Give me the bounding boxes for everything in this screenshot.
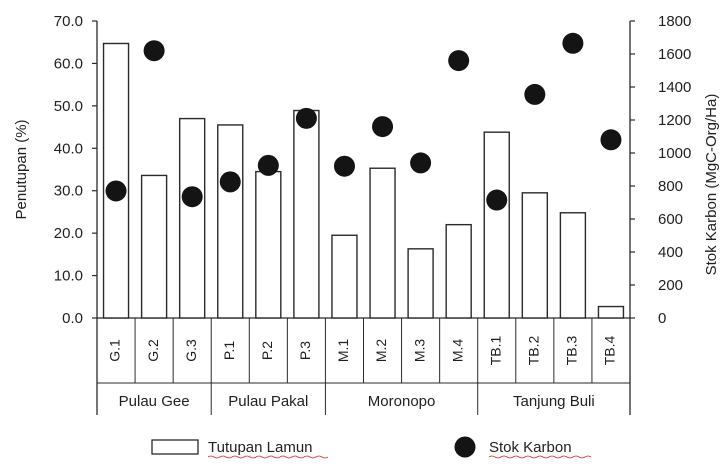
left-tick-label: 20.0: [54, 225, 83, 242]
category-label: M.3: [411, 339, 427, 363]
point-m-1: [333, 155, 355, 177]
point-tb-4: [600, 129, 622, 151]
category-label: G.3: [183, 339, 199, 362]
category-label: TB.4: [602, 336, 618, 366]
axes-layer: [92, 20, 635, 415]
right-tick-label: 0: [658, 310, 666, 327]
bar-p-2: [255, 170, 282, 319]
point-g-3: [181, 186, 203, 208]
legend-spellcheck-underline: [207, 455, 329, 459]
right-axis-title: Stok Karbon (MgC-Org/Ha): [703, 94, 720, 276]
right-tick-label: 800: [658, 178, 683, 195]
bar-g-2: [140, 174, 168, 319]
category-label: P.1: [221, 341, 237, 360]
bar-p-3: [293, 109, 320, 319]
category-label: P.2: [259, 341, 275, 360]
points-layer: [105, 32, 622, 211]
legend-spellcheck-underline: [488, 455, 592, 459]
category-label: P.3: [297, 341, 313, 360]
bar-tb-3: [559, 212, 587, 319]
category-label: G.2: [145, 339, 161, 362]
right-tick-label: 400: [658, 244, 683, 261]
category-label: TB.3: [564, 336, 580, 366]
right-tick-label: 600: [658, 211, 683, 228]
bar-tb-1: [483, 131, 510, 319]
bar-m-4: [445, 223, 472, 319]
point-p-3: [295, 107, 317, 129]
point-g-2: [143, 40, 165, 62]
left-tick-label: 50.0: [54, 98, 83, 115]
labels-layer: 70.0 60.0 50.0 40.0 30.0 20.0 10.0 0.0 1800 1600 1…: [13, 13, 720, 410]
category-label: M.4: [449, 339, 465, 363]
left-axis-title: Penutupan (%): [13, 119, 30, 219]
group-label: Pulau Gee: [119, 393, 190, 410]
category-label: TB.1: [487, 336, 503, 366]
category-label: M.2: [373, 339, 389, 363]
category-label: M.1: [335, 339, 351, 363]
group-label: Pulau Pakal: [228, 393, 308, 410]
point-tb-3: [562, 32, 584, 54]
left-tick-label: 10.0: [54, 268, 83, 285]
left-tick-label: 30.0: [54, 183, 83, 200]
bar-p-1: [217, 124, 244, 319]
right-tick-label: 1400: [658, 79, 691, 96]
bar-tb-2: [521, 192, 549, 319]
legend-bar-swatch: [151, 439, 199, 455]
category-label: G.1: [107, 339, 123, 362]
category-label: TB.2: [526, 336, 542, 366]
point-m-4: [448, 50, 470, 72]
right-tick-label: 1000: [658, 145, 691, 162]
right-tick-label: 200: [658, 277, 683, 294]
bar-m-1: [331, 234, 358, 319]
point-p-1: [219, 171, 241, 193]
point-m-2: [372, 116, 394, 138]
group-label: Moronopo: [368, 393, 436, 410]
point-tb-2: [524, 83, 546, 105]
bar-m-2: [369, 167, 396, 319]
right-tick-label: 1600: [658, 46, 691, 63]
legend: Tutupan Lamun Stok Karbon: [151, 436, 592, 459]
left-tick-label: 0.0: [62, 310, 83, 327]
left-tick-label: 70.0: [54, 13, 83, 30]
bars-layer: [102, 42, 625, 319]
bar-m-3: [407, 248, 434, 319]
right-tick-label: 1200: [658, 112, 691, 129]
point-tb-1: [486, 189, 508, 211]
bar-g-3: [178, 117, 206, 319]
legend-label-stok-karbon: Stok Karbon: [489, 439, 572, 456]
point-m-3: [410, 152, 432, 174]
point-p-2: [257, 154, 279, 176]
group-label: Tanjung Buli: [513, 393, 595, 410]
left-tick-label: 40.0: [54, 140, 83, 157]
right-tick-label: 1800: [658, 13, 691, 30]
legend-label-tutupan-lamun: Tutupan Lamun: [208, 439, 313, 456]
point-g-1: [105, 180, 127, 202]
left-tick-label: 60.0: [54, 55, 83, 72]
legend-point-swatch: [454, 436, 476, 458]
bar-tb-4: [597, 305, 625, 319]
